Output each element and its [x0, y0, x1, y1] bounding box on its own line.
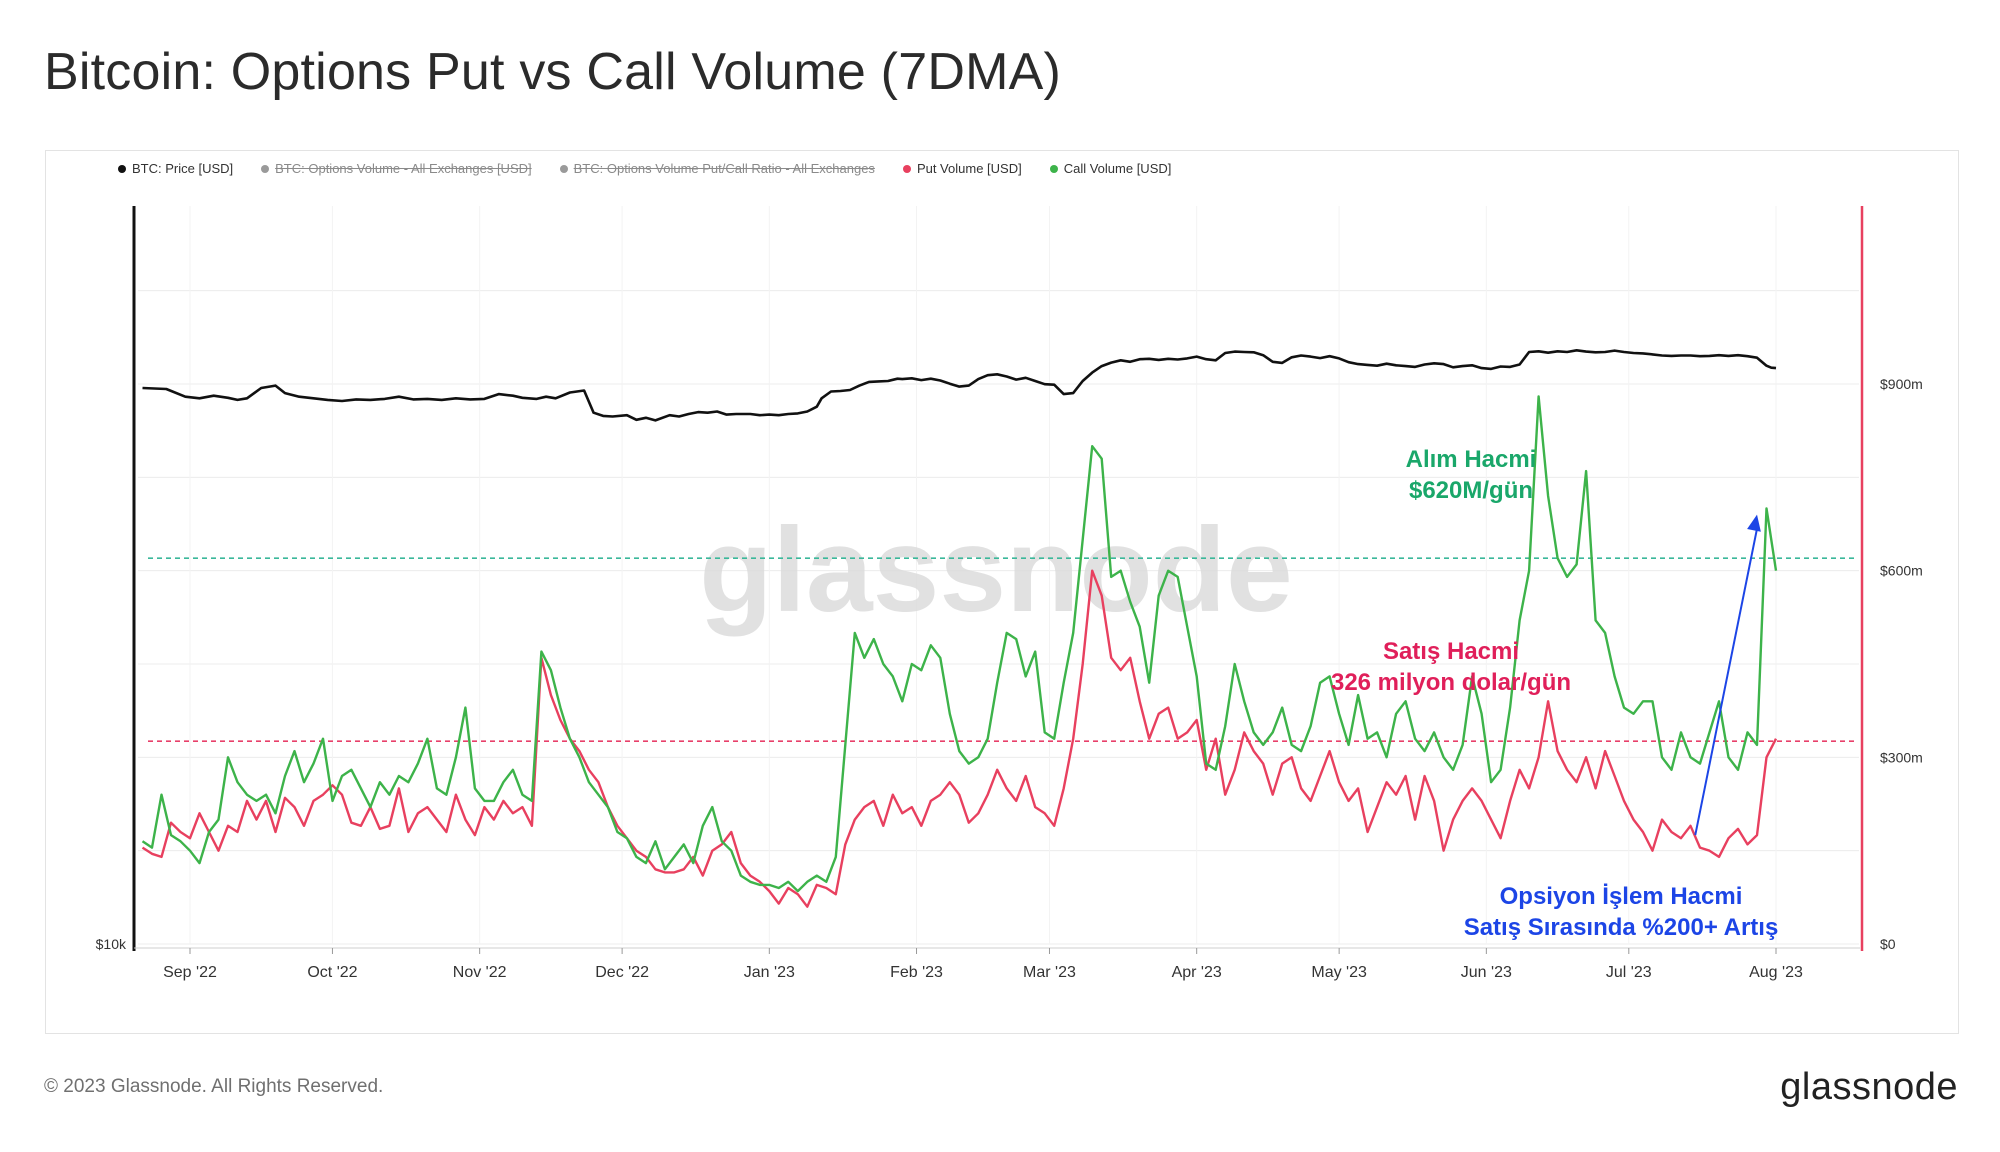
annotation-arrow-head-icon [1747, 514, 1761, 532]
x-tick-label: Feb '23 [890, 964, 943, 981]
annotation-text-2: Opsiyon İşlem Hacmi [1500, 883, 1743, 910]
x-tick-label: May '23 [1311, 964, 1367, 981]
x-tick-label: Jul '23 [1606, 964, 1652, 981]
legend-dot-icon [559, 164, 568, 173]
glassnode-logo[interactable]: glassnode [1780, 1066, 1958, 1108]
legend-label: BTC: Price [USD] [132, 161, 234, 176]
legend: BTC: Price [USD] BTC: Options Volume - Al… [118, 161, 1171, 176]
chart-canvas: glassnode $0 $300m $600m $900m $10k Sep '22 Oct… [96, 206, 1923, 981]
legend-dot-icon [118, 164, 126, 173]
annotation-arrow-line [1694, 528, 1758, 836]
legend-label: BTC: Options Volume - All Exchanges [USD… [275, 161, 532, 176]
legend-item-0[interactable]: BTC: Price [USD] [118, 161, 233, 176]
series-line-put-volume-usd- [141, 569, 1778, 908]
x-tick-label: Sep '22 [163, 964, 217, 981]
annotation-text-1: 326 milyon dolar/gün [1331, 669, 1571, 696]
x-tick-label: Oct '22 [307, 964, 357, 981]
series-line-btc-price-usd- [142, 349, 1777, 422]
legend-item-1[interactable]: BTC: Options Volume - All Exchanges [USD… [261, 161, 532, 176]
page-title: Bitcoin: Options Put vs Call Volume (7DM… [44, 43, 1061, 101]
legend-item-4[interactable]: Call Volume [USD] [1049, 161, 1172, 176]
x-tick-label: Aug '23 [1749, 964, 1803, 981]
right-axis-tick-label: $900m [1880, 376, 1923, 392]
x-tick-label: Apr '23 [1172, 964, 1222, 981]
annotation-text-0: Alım Hacmi [1406, 446, 1537, 473]
legend-label: BTC: Options Volume Put/Call Ratio - All… [573, 161, 875, 176]
legend-dot-icon [902, 164, 911, 173]
annotation-text-1: Satış Hacmi [1383, 638, 1519, 665]
legend-item-2[interactable]: BTC: Options Volume Put/Call Ratio - All… [559, 161, 875, 176]
chart-frame: BTC: Price [USD] BTC: Options Volume - Al… [45, 150, 1959, 1034]
x-tick-label: Mar '23 [1023, 964, 1076, 981]
right-axis-tick-label: $600m [1880, 563, 1923, 579]
legend-label: Call Volume [USD] [1063, 161, 1172, 176]
copyright-text: © 2023 Glassnode. All Rights Reserved. [44, 1076, 384, 1097]
watermark: glassnode [699, 503, 1293, 637]
legend-label: Put Volume [USD] [916, 161, 1022, 176]
series-line-call-volume-usd- [141, 395, 1778, 893]
x-tick-label: Dec '22 [595, 964, 649, 981]
x-tick-label: Jan '23 [744, 964, 795, 981]
annotation-text-2: Satış Sırasında %200+ Artış [1464, 914, 1779, 941]
gridlines [138, 206, 1859, 945]
legend-dot-icon [1049, 164, 1058, 173]
legend-item-3[interactable]: Put Volume [USD] [902, 161, 1022, 176]
right-axis-tick-label: $300m [1880, 749, 1923, 765]
right-axis-tick-label: $0 [1880, 936, 1896, 952]
annotation-text-0: $620M/gün [1409, 477, 1533, 504]
x-tick-label: Jun '23 [1461, 964, 1512, 981]
left-axis-tick-label: $10k [96, 936, 127, 952]
legend-dot-icon [261, 164, 270, 173]
x-tick-label: Nov '22 [453, 964, 507, 981]
